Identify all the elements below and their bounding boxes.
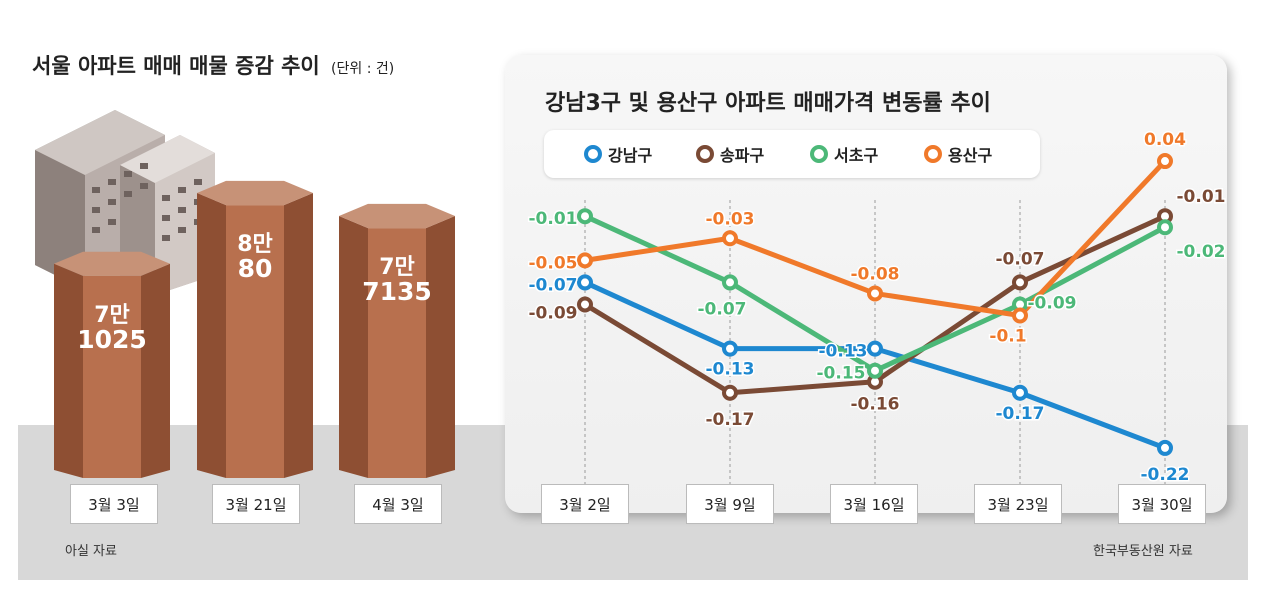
series-points (577, 274, 1173, 456)
data-label: -0.15 (817, 364, 866, 384)
data-point (577, 208, 593, 225)
left-source: 아실 자료 (65, 544, 117, 559)
data-label: -0.01 (1177, 187, 1226, 207)
line-category-label: 3월 23일 (974, 484, 1062, 524)
bar (339, 203, 455, 478)
left-chart-title: 서울 아파트 매매 매물 증감 추이 (단위 : 건) (32, 50, 394, 80)
bar-value-label: 7만 1025 (52, 304, 172, 353)
legend-label: 강남구 (608, 146, 653, 165)
legend-item-songpa: 송파구 (696, 130, 764, 178)
bar-category-label: 3월 21일 (212, 484, 300, 524)
data-point (1012, 384, 1028, 401)
apartment-building-icon (35, 110, 215, 295)
data-point (722, 230, 738, 247)
data-point (1012, 307, 1028, 324)
data-point (867, 340, 883, 357)
data-point (1012, 274, 1028, 291)
left-bar-chart (54, 180, 455, 479)
data-label: -0.07 (529, 275, 578, 295)
line-category-label: 3월 16일 (830, 484, 918, 524)
series-labels: -0.05 -0.03 -0.08 -0.1 0.04 (527, 129, 1188, 348)
legend-label: 서초구 (834, 146, 879, 165)
line-category-label: 3월 2일 (541, 484, 629, 524)
gridlines (584, 200, 1166, 484)
series-points (577, 208, 1173, 401)
bar-category-label: 4월 3일 (354, 484, 442, 524)
data-label: -0.1 (989, 327, 1026, 347)
data-point (1157, 439, 1173, 456)
data-label: -0.13 (706, 360, 755, 380)
data-label: -0.07 (698, 299, 747, 319)
bar-value-label: 7만 7135 (337, 256, 457, 305)
line-category-label: 3월 30일 (1118, 484, 1206, 524)
legend-item-seocho: 서초구 (810, 130, 878, 178)
data-point (722, 384, 738, 401)
series-labels: -0.09 -0.17 -0.16 -0.07 -0.01 (527, 186, 1227, 432)
line-chart-title: 강남3구 및 용산구 아파트 매매가격 변동률 추이 (545, 91, 991, 116)
data-point (1157, 219, 1173, 236)
bar-value-line2: 80 (237, 254, 273, 284)
legend-label: 송파구 (720, 146, 765, 165)
data-point (577, 274, 593, 291)
data-label: -0.17 (706, 410, 755, 430)
series-labels: -0.01 -0.07 -0.15 -0.09 -0.02 (527, 208, 1227, 385)
data-point (577, 296, 593, 313)
data-label: -0.22 (1141, 465, 1190, 485)
data-label: -0.08 (851, 264, 900, 284)
legend-marker-icon (810, 145, 828, 163)
bar-value-line1: 7만 (94, 302, 130, 328)
left-chart-unit: (단위 : 건) (331, 61, 395, 77)
series-points (577, 208, 1173, 379)
line-category-label: 3월 9일 (686, 484, 774, 524)
bar (54, 251, 170, 478)
data-label: -0.07 (996, 249, 1045, 269)
right-source: 한국부동산원 자료 (1093, 544, 1193, 559)
bar-value-line2: 1025 (77, 324, 147, 354)
data-label: -0.09 (529, 303, 578, 323)
data-label: -0.16 (851, 395, 900, 415)
data-point (867, 362, 883, 379)
bar (197, 180, 313, 479)
left-chart-title-text: 서울 아파트 매매 매물 증감 추이 (32, 54, 320, 78)
legend-marker-icon (584, 145, 602, 163)
data-label: 0.04 (1144, 130, 1186, 150)
series-labels: -0.07 -0.13 -0.13 -0.17 -0.22 (527, 274, 1191, 487)
legend-label: 용산구 (948, 146, 993, 165)
data-point (722, 340, 738, 357)
bar-value-line2: 7135 (362, 277, 432, 307)
data-point (577, 252, 593, 269)
data-label: -0.03 (706, 209, 755, 229)
data-point (1157, 153, 1173, 170)
data-label: -0.13 (819, 342, 868, 362)
legend: 강남구 송파구 서초구 용산구 (544, 130, 1040, 178)
series-points (577, 153, 1173, 324)
data-label: -0.09 (1028, 293, 1077, 313)
data-label: -0.02 (1177, 242, 1226, 262)
legend-item-yongsan: 용산구 (924, 130, 992, 178)
data-label: -0.17 (996, 404, 1045, 424)
bar-category-label: 3월 3일 (70, 484, 158, 524)
legend-marker-icon (924, 145, 942, 163)
legend-marker-icon (696, 145, 714, 163)
bar-value-line1: 7만 (379, 255, 415, 281)
bar-value-label: 8만 80 (195, 233, 315, 282)
bar-value-line1: 8만 (237, 232, 273, 257)
data-point (722, 274, 738, 291)
data-label: -0.01 (529, 209, 578, 229)
legend-item-gangnam: 강남구 (584, 130, 652, 178)
data-point (867, 285, 883, 302)
data-label: -0.05 (529, 253, 578, 273)
